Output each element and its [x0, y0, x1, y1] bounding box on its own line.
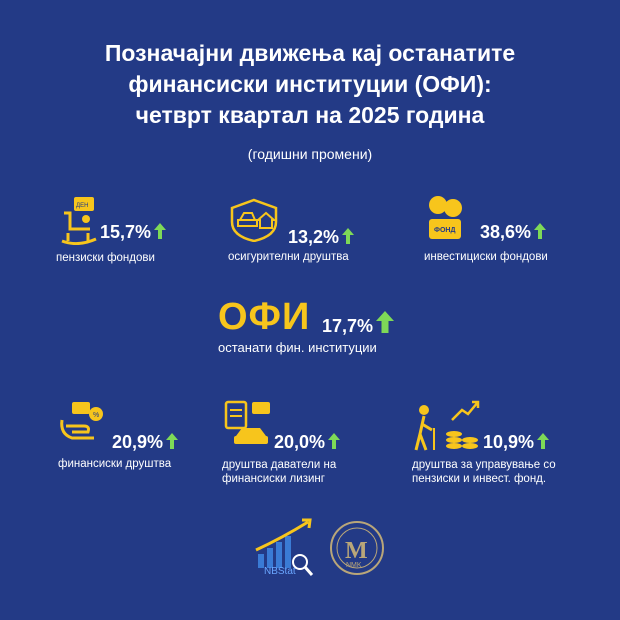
elderly-coins-icon — [414, 400, 480, 451]
page-title: Позначајни движења кај останатите финанс… — [0, 38, 620, 131]
hand-money-icon: % — [60, 402, 103, 440]
fund-managers-label-line-1: друштва за управување со — [412, 459, 556, 471]
financial-companies-label: финансиски друштва — [58, 458, 172, 470]
ofi-abbr: ОФИ — [218, 296, 311, 338]
coin-jar-icon: ФОНД — [429, 196, 462, 239]
title-line-1: Позначајни движења кај останатите — [104, 40, 516, 66]
up-arrow-icon — [166, 433, 179, 449]
fund-managers-value: 10,9% — [483, 432, 550, 453]
up-arrow-icon — [328, 433, 341, 449]
title-line-2: финансиски институции (ОФИ): — [128, 71, 492, 97]
seal-icon: M — [330, 521, 384, 575]
fund-managers-label: друштва за управување со пензиски и инве… — [412, 458, 556, 486]
insurance-value: 13,2% — [288, 227, 355, 248]
svg-text:%: % — [93, 412, 99, 419]
svg-text:ДЕН: ДЕН — [76, 203, 88, 209]
seal-text: NMK — [346, 562, 362, 569]
leasing-label: друштва даватели на финансиски лизинг — [222, 458, 336, 486]
nbstat-chart-icon — [255, 518, 314, 576]
leasing-label-line-2: финансиски лизинг — [222, 473, 325, 485]
investment-funds-value: 38,6% — [480, 222, 547, 243]
leasing-label-line-1: друштва даватели на — [222, 459, 337, 471]
leasing-value: 20,0% — [274, 432, 341, 453]
rocking-chair-icon: ДЕН — [61, 197, 97, 245]
nbstat-text: NBStat — [264, 566, 296, 577]
insurance-car-house-icon — [230, 198, 278, 242]
insurance-label: осигурителни друштва — [228, 251, 349, 263]
car-leasing-icon — [224, 400, 270, 444]
up-arrow-icon — [376, 311, 395, 333]
pension-funds-value: 15,7% — [100, 222, 167, 243]
fund-managers-label-line-2: пензиски и инвест. фонд. — [412, 473, 547, 485]
up-arrow-icon — [534, 223, 547, 239]
up-arrow-icon — [342, 228, 355, 244]
subtitle: (годишни промени) — [247, 146, 373, 162]
ofi-label: останати фин. институции — [218, 340, 377, 355]
investment-funds-label: инвестициски фондови — [424, 251, 548, 263]
pension-funds-label: пензиски фондови — [56, 252, 155, 264]
financial-companies-value: 20,9% — [112, 432, 179, 453]
ofi-value: 17,7% — [322, 310, 395, 337]
up-arrow-icon — [537, 433, 550, 449]
svg-text:M: M — [345, 538, 368, 564]
up-arrow-icon — [154, 223, 167, 239]
title-line-3: четврт квартал на 2025 година — [135, 102, 485, 128]
svg-text:ФОНД: ФОНД — [434, 227, 455, 234]
